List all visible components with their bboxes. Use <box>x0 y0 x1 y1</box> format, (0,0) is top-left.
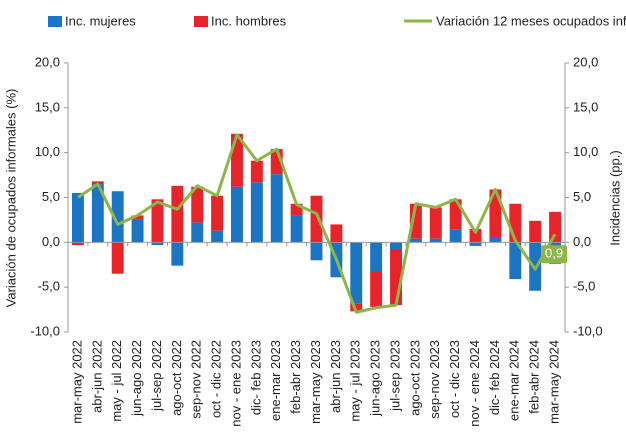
bar <box>409 238 422 243</box>
y2-tick-label: -5,0 <box>573 279 595 294</box>
bar <box>489 236 502 243</box>
x-tick-label: feb-abr 2024 <box>527 340 542 414</box>
value-label: 0,9 <box>545 246 563 261</box>
bar <box>310 195 323 243</box>
x-tick-label: nov - ene 2024 <box>467 340 482 427</box>
bar <box>449 199 462 230</box>
value-label-box <box>541 245 568 264</box>
bar <box>529 220 542 243</box>
x-tick-label: oct - dic 2022 <box>209 340 224 418</box>
bar <box>270 149 283 175</box>
y2-tick-label: 5,0 <box>573 189 591 204</box>
y2-tick-label: -10,0 <box>573 323 603 338</box>
x-tick-label: mar-may 2022 <box>69 340 84 424</box>
bar <box>71 193 84 243</box>
bar <box>131 219 144 243</box>
x-tick-label: abr-jun 2022 <box>89 340 104 413</box>
y2-tick-label: 10,0 <box>573 144 598 159</box>
x-tick-label: mar-may 2023 <box>308 340 323 424</box>
bar <box>409 203 422 239</box>
bar <box>290 215 303 243</box>
bar <box>231 133 243 187</box>
bar <box>71 242 84 246</box>
y-tick-label: 5,0 <box>42 189 60 204</box>
bar <box>390 242 402 250</box>
x-tick-label: ene-mar 2023 <box>268 340 283 421</box>
legend-swatch <box>48 16 62 27</box>
bar <box>489 189 502 237</box>
bar <box>211 230 224 243</box>
x-tick-label: sep-nov 2023 <box>427 340 442 419</box>
y-tick-label: 0,0 <box>42 234 60 249</box>
y-tick-label: -5,0 <box>38 279 60 294</box>
legend-label: Variación 12 meses ocupados informales <box>436 13 626 28</box>
bar <box>250 182 263 243</box>
bar <box>171 242 184 266</box>
y2-tick-label: 20,0 <box>573 54 598 69</box>
x-tick-label: dic- feb 2023 <box>248 340 263 415</box>
y2-tick-label: 0,0 <box>573 234 591 249</box>
x-tick-label: feb-abr 2023 <box>288 340 303 414</box>
x-tick-label: jun-ago 2022 <box>129 340 144 417</box>
bar <box>231 186 243 243</box>
bar <box>350 242 363 304</box>
y-tick-label: 15,0 <box>35 99 60 114</box>
y2-tick-label: 15,0 <box>573 99 598 114</box>
legend-swatch <box>194 16 208 27</box>
bar <box>151 242 164 246</box>
x-tick-label: may - jul 2023 <box>348 340 363 422</box>
bar <box>111 242 124 274</box>
y2-axis-title: Incidencias (pp.) <box>607 150 622 245</box>
x-tick-label: ene-mar 2024 <box>507 340 522 421</box>
legend-label: Inc. mujeres <box>65 13 136 28</box>
bar <box>429 207 442 239</box>
bar <box>191 186 204 223</box>
legend-label: Inc. hombres <box>211 13 287 28</box>
bar <box>509 242 522 280</box>
y-tick-label: 10,0 <box>35 144 60 159</box>
y-tick-label: 20,0 <box>35 54 60 69</box>
x-tick-label: oct - dic 2023 <box>447 340 462 418</box>
bar <box>111 191 124 243</box>
bar <box>290 203 303 216</box>
bar <box>330 224 343 243</box>
line <box>77 133 557 314</box>
bar <box>390 249 402 306</box>
bar <box>469 242 482 246</box>
bar <box>171 185 184 243</box>
x-tick-label: sep-nov 2022 <box>189 340 204 419</box>
x-tick-label: may - jul 2022 <box>109 340 124 422</box>
bar <box>131 215 144 220</box>
y-tick-label: -10,0 <box>30 323 60 338</box>
bar <box>250 160 263 183</box>
x-tick-label: dic- feb 2024 <box>487 340 502 415</box>
x-tick-label: nov - ene 2023 <box>228 340 243 427</box>
x-tick-label: ago-oct 2023 <box>407 340 422 416</box>
x-tick-label: jun-ago 2023 <box>368 340 383 417</box>
bar <box>469 228 482 243</box>
bar <box>151 199 164 243</box>
bar <box>211 195 224 231</box>
bar <box>310 242 323 261</box>
bar <box>91 184 104 243</box>
x-tick-label: jul-sep 2022 <box>149 340 164 412</box>
bar <box>449 229 462 243</box>
x-tick-label: ago-oct 2022 <box>169 340 184 416</box>
bar <box>350 303 363 312</box>
bar <box>191 222 204 243</box>
bar <box>370 242 383 272</box>
x-tick-label: jul-sep 2023 <box>387 340 402 412</box>
bar <box>509 203 522 243</box>
x-tick-label: mar-may 2024 <box>546 340 561 424</box>
bar <box>549 211 562 243</box>
x-tick-label: abr-jun 2023 <box>328 340 343 413</box>
bar <box>370 271 383 307</box>
bar <box>270 174 283 243</box>
bar <box>429 238 442 243</box>
y-axis-title: Variación de ocupados informales (%) <box>3 89 18 308</box>
